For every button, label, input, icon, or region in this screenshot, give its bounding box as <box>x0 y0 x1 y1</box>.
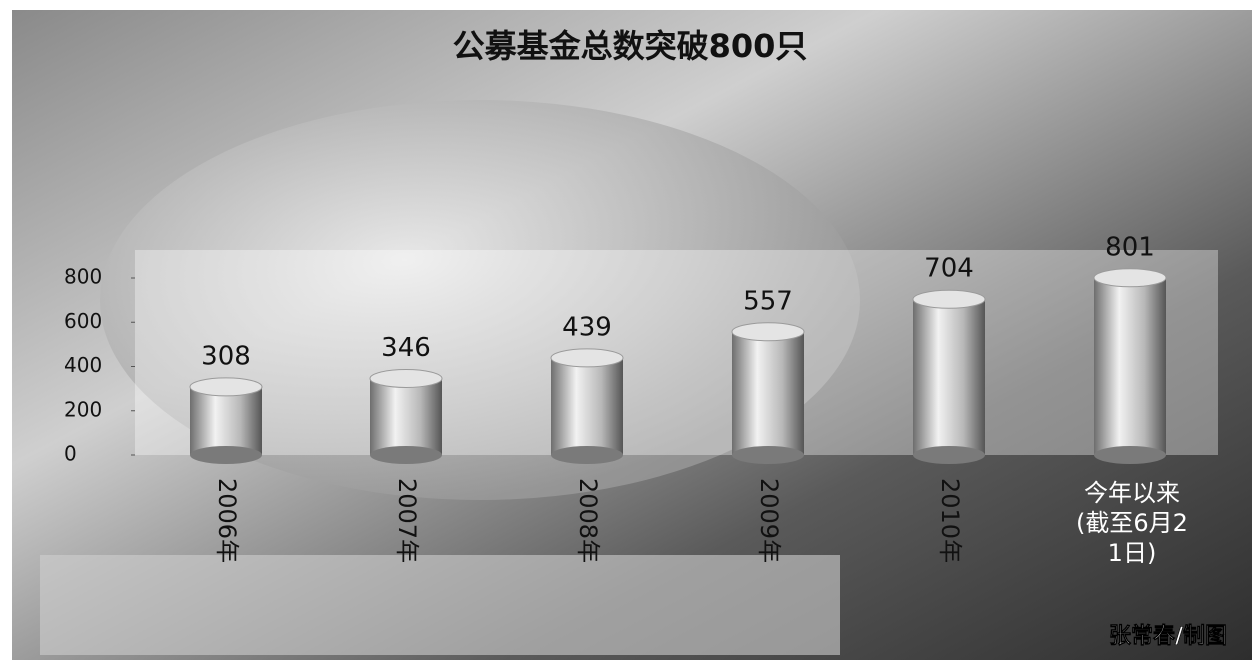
y-tick-label: 200 <box>64 397 102 421</box>
value-label: 439 <box>562 312 612 342</box>
pedestal <box>40 555 840 655</box>
bar-base <box>190 446 262 464</box>
bar-base <box>551 446 623 464</box>
y-tick-label: 800 <box>64 265 102 289</box>
bar <box>370 378 442 455</box>
value-label: 308 <box>201 341 251 371</box>
x-tick-label: 2006年 <box>213 478 241 563</box>
y-tick-label: 600 <box>64 309 102 333</box>
x-tick-label: 2007年 <box>393 478 421 563</box>
bar-cap <box>369 368 443 388</box>
x-tick-label: 今年以来(截至6月21日) <box>1076 479 1188 567</box>
bar-base <box>1094 446 1166 464</box>
bar-cap <box>550 348 624 368</box>
value-label: 557 <box>743 286 793 316</box>
bar-cap <box>731 322 805 342</box>
x-tick-label: 2008年 <box>574 478 602 563</box>
value-label: 704 <box>924 254 974 284</box>
bar <box>1094 277 1166 455</box>
bar <box>913 299 985 455</box>
credit: 张常春/制图 <box>1109 623 1227 649</box>
bar-cap <box>912 289 986 309</box>
y-tick-label: 0 <box>64 442 77 466</box>
x-tick-label: 2009年 <box>755 478 783 563</box>
bar-cap <box>1093 268 1167 288</box>
bar <box>551 357 623 455</box>
x-tick-label-box: 今年以来(截至6月21日) <box>1076 479 1188 567</box>
x-tick-label: 2010年 <box>936 478 964 563</box>
bar <box>732 331 804 455</box>
bar-base <box>732 446 804 464</box>
value-label: 801 <box>1105 232 1155 262</box>
bar-cap <box>189 377 263 397</box>
bar <box>190 386 262 455</box>
bull-photo <box>100 100 860 500</box>
plot-area <box>135 250 1218 455</box>
y-tick-label: 400 <box>64 353 102 377</box>
chart-title: 公募基金总数突破800只 <box>453 27 808 65</box>
value-label: 346 <box>381 333 431 363</box>
bar-base <box>370 446 442 464</box>
bar-base <box>913 446 985 464</box>
